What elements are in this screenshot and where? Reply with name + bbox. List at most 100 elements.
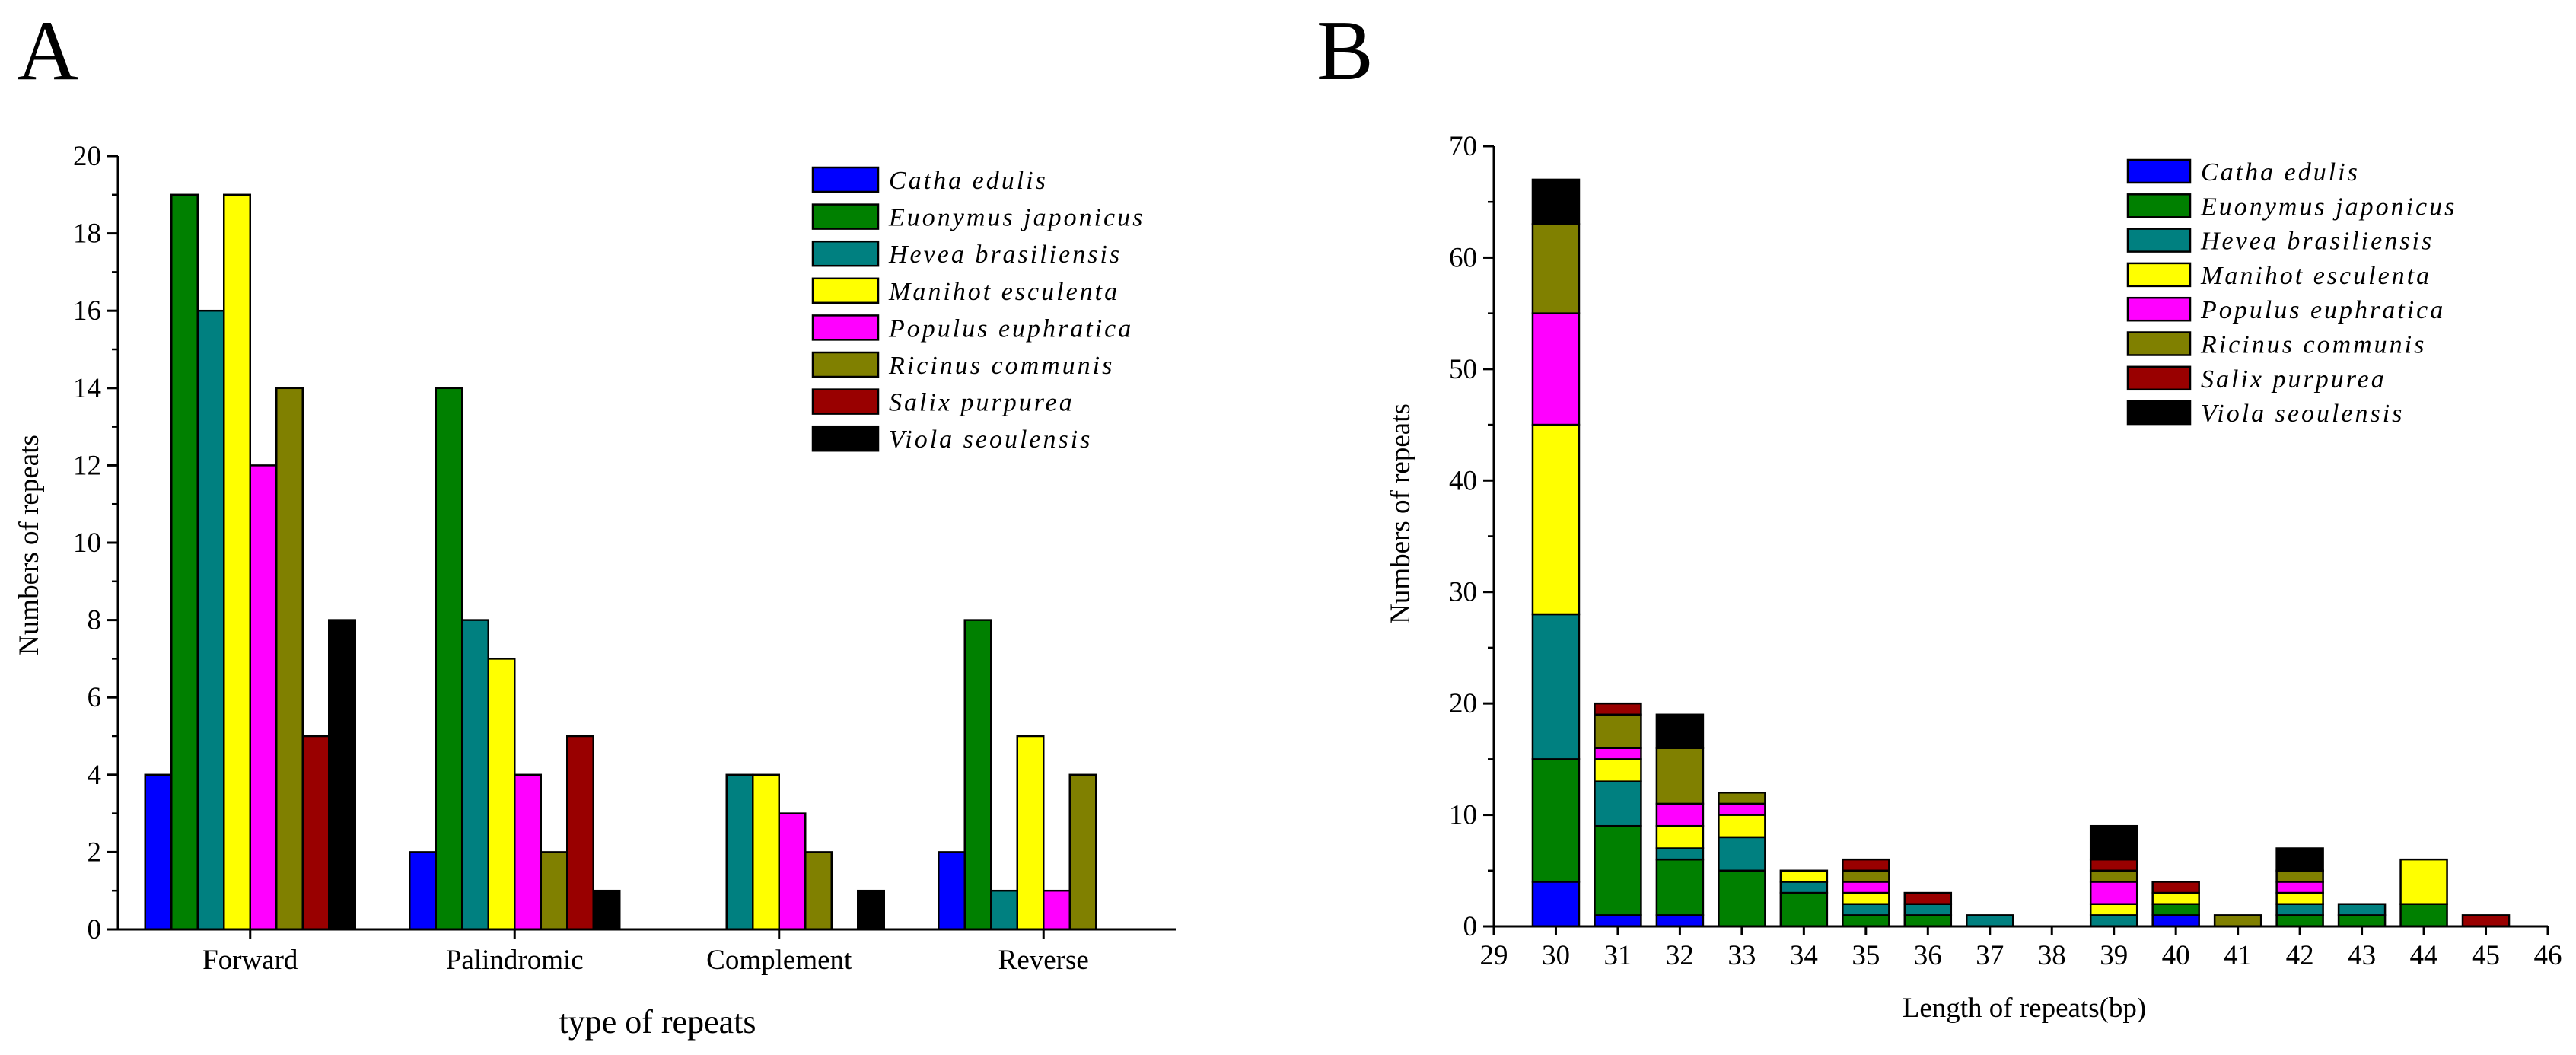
legend-swatch-a-viola-seoulensis — [811, 425, 880, 452]
panel-label-a: A — [17, 4, 78, 98]
x-tick-label-b-38: 38 — [2038, 940, 2066, 971]
bar-a-reverse-manihot-esculenta — [1016, 735, 1045, 931]
bar-b-35-salix-purpurea — [1842, 858, 1890, 872]
legend-label-a-hevea-brasiliensis: Hevea brasiliensis — [888, 241, 1122, 269]
legend-swatch-a-ricinus-communis — [811, 351, 880, 378]
bar-b-30-catha-edulis — [1531, 881, 1581, 928]
legend-swatch-b-hevea-brasiliensis — [2126, 228, 2192, 253]
bar-a-forward-salix-purpurea — [301, 735, 330, 931]
bar-b-34-manihot-esculenta — [1779, 869, 1829, 883]
bar-b-34-hevea-brasiliensis — [1779, 881, 1829, 894]
bar-b-31-ricinus-communis — [1594, 713, 1642, 749]
bar-b-40-catha-edulis — [2151, 914, 2200, 928]
legend-swatch-a-manihot-esculenta — [811, 277, 880, 304]
bar-a-forward-viola-seoulensis — [328, 619, 356, 931]
x-tick-label-a-palindromic: Palindromic — [446, 945, 584, 976]
y-tick-label-a: 8 — [88, 605, 102, 636]
x-tick-label-b-42: 42 — [2286, 940, 2314, 971]
bar-b-33-manihot-esculenta — [1718, 814, 1766, 839]
bar-b-31-euonymus-japonicus — [1594, 824, 1642, 916]
bar-b-36-euonymus-japonicus — [1903, 914, 1953, 928]
y-tick-label-a: 18 — [73, 218, 101, 250]
x-tick-label-b-32: 32 — [1666, 940, 1694, 971]
x-tick-label-b-35: 35 — [1852, 940, 1880, 971]
x-tick-label-b-39: 39 — [2100, 940, 2128, 971]
bar-a-palindromic-euonymus-japonicus — [435, 387, 463, 931]
legend-swatch-b-salix-purpurea — [2126, 365, 2192, 391]
legend-label-a-populus-euphratica: Populus euphratica — [888, 314, 1133, 343]
bar-a-reverse-ricinus-communis — [1068, 773, 1097, 931]
chart-b-bars — [1531, 178, 2511, 928]
legend-label-a-ricinus-communis: Ricinus communis — [888, 352, 1114, 380]
bar-a-complement-ricinus-communis — [804, 851, 833, 931]
bar-b-41-ricinus-communis — [2213, 914, 2262, 928]
bar-b-42-hevea-brasiliensis — [2275, 903, 2324, 916]
legend-label-a-salix-purpurea: Salix purpurea — [889, 389, 1075, 417]
bar-a-palindromic-catha-edulis — [409, 851, 437, 931]
legend-swatch-a-euonymus-japonicus — [811, 203, 880, 230]
bar-b-32-ricinus-communis — [1655, 747, 1705, 805]
bar-b-35-euonymus-japonicus — [1842, 914, 1890, 928]
bar-a-complement-viola-seoulensis — [857, 889, 885, 931]
legend-swatch-b-ricinus-communis — [2126, 331, 2192, 356]
legend-swatch-a-hevea-brasiliensis — [811, 240, 880, 267]
legend-swatch-b-viola-seoulensis — [2126, 400, 2192, 426]
legend-label-b-salix-purpurea: Salix purpurea — [2201, 365, 2387, 394]
bar-b-37-hevea-brasiliensis — [1966, 914, 2014, 928]
x-tick-label-b-37: 37 — [1976, 940, 2004, 971]
x-tick-label-b-46: 46 — [2534, 940, 2562, 971]
legend-label-a-catha-edulis: Catha edulis — [889, 167, 1048, 195]
legend-swatch-b-populus-euphratica — [2126, 296, 2192, 322]
x-tick-label-b-43: 43 — [2348, 940, 2376, 971]
legend-label-b-manihot-esculenta: Manihot esculenta — [2200, 262, 2431, 290]
bar-b-39-ricinus-communis — [2089, 869, 2138, 883]
bar-a-forward-ricinus-communis — [275, 387, 304, 931]
bar-b-30-euonymus-japonicus — [1531, 758, 1581, 883]
bar-b-44-manihot-esculenta — [2399, 858, 2448, 905]
bar-a-palindromic-populus-euphratica — [514, 773, 542, 931]
bar-b-31-salix-purpurea — [1594, 702, 1642, 716]
legend-label-b-populus-euphratica: Populus euphratica — [2200, 296, 2445, 324]
bar-b-31-populus-euphratica — [1594, 747, 1642, 760]
bar-b-39-populus-euphratica — [2089, 881, 2138, 905]
bar-b-32-manihot-esculenta — [1655, 824, 1705, 849]
chart-a: Forward Palindromic Complement Reverse 0 2 4 6 8… — [14, 141, 1176, 1041]
x-tick-label-b-40: 40 — [2162, 940, 2190, 971]
chart-a-axes: Forward Palindromic Complement Reverse 0 2 4 6 8… — [73, 141, 1176, 976]
y-tick-label-a: 0 — [88, 914, 102, 945]
bar-b-32-viola-seoulensis — [1655, 713, 1705, 749]
bar-a-reverse-populus-euphratica — [1043, 889, 1071, 931]
bar-a-complement-populus-euphratica — [778, 812, 807, 931]
bar-a-palindromic-viola-seoulensis — [592, 889, 621, 931]
x-tick-label-a-complement: Complement — [706, 945, 852, 976]
x-tick-label-b-31: 31 — [1603, 940, 1632, 971]
bar-b-43-hevea-brasiliensis — [2337, 903, 2387, 916]
legend-swatch-a-salix-purpurea — [811, 388, 880, 415]
y-tick-label-a: 16 — [73, 295, 101, 327]
bar-b-30-populus-euphratica — [1531, 312, 1581, 426]
x-tick-label-b-36: 36 — [1914, 940, 1942, 971]
legend-label-b-euonymus-japonicus: Euonymus japonicus — [2200, 193, 2457, 221]
bar-b-39-viola-seoulensis — [2089, 824, 2138, 861]
bar-b-40-salix-purpurea — [2151, 881, 2200, 894]
x-tick-label-b-29: 29 — [1480, 940, 1508, 971]
bar-b-33-ricinus-communis — [1718, 792, 1766, 805]
x-tick-label-b-34: 34 — [1790, 940, 1818, 971]
bar-b-36-hevea-brasiliensis — [1903, 903, 1953, 916]
legend-swatch-a-catha-edulis — [811, 166, 880, 193]
bar-b-42-manihot-esculenta — [2275, 891, 2324, 905]
bar-b-36-salix-purpurea — [1903, 891, 1953, 905]
legend-label-b-ricinus-communis: Ricinus communis — [2200, 331, 2426, 359]
legend-label-a-viola-seoulensis: Viola seoulensis — [889, 426, 1092, 454]
bar-a-forward-manihot-esculenta — [223, 193, 251, 931]
chart-a-legend: Catha edulis Euonymus japonicus Hevea bras… — [811, 166, 1142, 454]
y-tick-label-b: 20 — [1449, 688, 1477, 719]
bar-b-39-hevea-brasiliensis — [2089, 914, 2138, 928]
bar-a-complement-manihot-esculenta — [752, 773, 780, 931]
bar-b-30-viola-seoulensis — [1531, 178, 1581, 225]
y-tick-label-b: 70 — [1449, 131, 1477, 162]
bar-b-35-manihot-esculenta — [1842, 891, 1890, 905]
y-tick-label-a: 10 — [73, 528, 101, 559]
panel-label-b: B — [1317, 4, 1374, 98]
